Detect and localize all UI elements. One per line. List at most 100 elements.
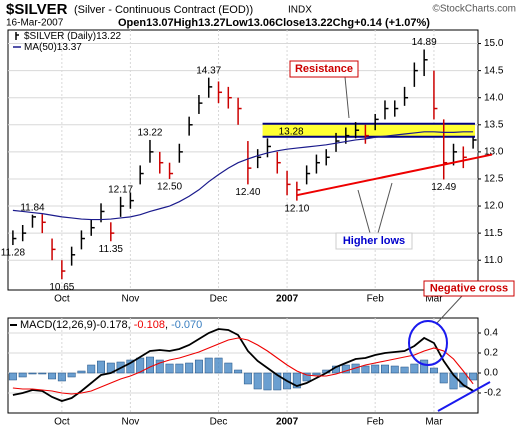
quote-label: Close xyxy=(275,17,305,29)
histogram-bar xyxy=(361,365,370,374)
quote-label: Chg xyxy=(333,17,354,29)
y-tick-label: 14.5 xyxy=(484,65,504,76)
histogram-bar xyxy=(243,372,252,385)
histogram-bar xyxy=(469,372,478,381)
macd-legend: MACD(12,26,9)-0.178, -0.108, -0.070 xyxy=(20,319,202,331)
pointer xyxy=(344,76,350,119)
low-label: 12.50 xyxy=(157,182,182,193)
y-tick-label: 12.0 xyxy=(484,201,504,212)
label-box xyxy=(423,280,515,297)
x-tick-label: Nov xyxy=(121,417,139,428)
x-tick-label: 2007 xyxy=(276,417,299,428)
quote-value: 13.22 xyxy=(305,17,333,29)
y-tick-label: 12.5 xyxy=(484,174,504,185)
quote: Open13.07High13.27Low13.06Close13.22Chg+… xyxy=(118,17,430,29)
x-tick-label: Mar xyxy=(425,417,443,428)
histogram-bar xyxy=(175,363,184,374)
band-label: 13.28 xyxy=(279,126,304,137)
quote-value: 13.07 xyxy=(146,17,174,29)
high-label: 14.89 xyxy=(412,37,437,48)
histogram-bar xyxy=(341,364,350,374)
y-tick-label: -0.2 xyxy=(484,388,502,399)
source: ©StockCharts.com xyxy=(432,4,516,15)
annotation: Higher lows xyxy=(343,235,405,247)
histogram-bar xyxy=(87,364,96,374)
x-tick-label: Nov xyxy=(121,294,139,305)
legend-value: -0.178 xyxy=(96,319,127,331)
low-label: 12.49 xyxy=(431,182,456,193)
macd-plot xyxy=(7,317,479,414)
histogram-bar xyxy=(400,366,409,374)
ma-line xyxy=(12,131,474,221)
y-tick-label: 11.0 xyxy=(484,255,503,266)
x-tick-label: 2007 xyxy=(276,294,299,305)
quote-value: +0.14 (+1.07%) xyxy=(354,17,430,29)
x-tick-label: Feb xyxy=(367,294,385,305)
x-tick-label: Oct xyxy=(54,417,70,428)
histogram-bar xyxy=(155,359,164,374)
legend-value: -0.070 xyxy=(171,319,202,331)
y-tick-label: 0.0 xyxy=(484,368,498,379)
histogram-bar xyxy=(204,357,213,374)
histogram-bar xyxy=(28,372,37,375)
y-tick-label: 13.5 xyxy=(484,119,504,130)
quote-value: 13.06 xyxy=(248,17,276,29)
histogram-bar xyxy=(292,372,301,389)
histogram-bar xyxy=(420,359,429,374)
histogram-bar xyxy=(371,364,380,374)
legend-separator: , xyxy=(165,319,171,331)
histogram-bar xyxy=(312,372,321,376)
pointer xyxy=(377,182,393,234)
label-box xyxy=(335,232,413,250)
legend-name: MA(50) xyxy=(24,42,57,53)
low-label: 12.40 xyxy=(235,187,260,198)
low-label: 11.28 xyxy=(1,248,26,259)
highlight xyxy=(437,381,491,412)
legend-separator: , xyxy=(128,319,134,331)
date: 16-Mar-2007 xyxy=(6,18,64,29)
symbol: $SILVER xyxy=(6,1,68,18)
pointer xyxy=(357,189,371,234)
x-tick-label: Dec xyxy=(210,294,228,305)
plot-layer: 11.0 11.5 12.0 12.5 13.0 13.5 14.0 14.5 15.0 Oct N… xyxy=(1,30,504,428)
histogram-bar xyxy=(234,369,243,374)
histogram-bar xyxy=(263,372,272,391)
histogram-bar xyxy=(165,363,174,374)
y-tick-label: 15.0 xyxy=(484,38,504,49)
annotation: Resistance xyxy=(295,63,353,75)
histogram-bar xyxy=(126,359,135,374)
histogram-bar xyxy=(253,372,262,390)
histogram-bar xyxy=(38,372,47,375)
quote-label: Open xyxy=(118,17,146,29)
histogram-bar xyxy=(67,372,76,378)
histogram-bar xyxy=(410,363,419,374)
histogram-bar xyxy=(146,356,154,374)
histogram-bar xyxy=(185,362,194,374)
x-tick-label: Feb xyxy=(367,417,385,428)
description: (Silver - Continuous Contract (EOD)) xyxy=(74,4,253,16)
histogram-bar xyxy=(302,372,311,382)
y-tick-label: 13.0 xyxy=(484,147,504,158)
annotation: Negative cross xyxy=(430,282,508,294)
histogram-bar xyxy=(97,360,105,374)
histogram-bar xyxy=(273,372,282,391)
quote-value: 13.27 xyxy=(198,17,226,29)
legend-value: 13.22 xyxy=(96,31,121,42)
legend-name: $SILVER (Daily) xyxy=(24,31,96,42)
y-tick-label: 14.0 xyxy=(484,92,504,103)
y-tick-label: 11.5 xyxy=(484,228,503,239)
pointer xyxy=(435,295,463,325)
histogram-bar xyxy=(57,372,66,382)
histogram-bar xyxy=(224,362,233,374)
high-label: 12.17 xyxy=(108,184,133,195)
histogram-bar xyxy=(390,365,399,374)
trend-line xyxy=(296,153,493,197)
histogram-bar xyxy=(77,370,86,374)
histogram-bar xyxy=(449,372,458,390)
x-tick-label: Mar xyxy=(425,294,443,305)
high-label: 13.22 xyxy=(137,128,162,139)
y-tick-label: 0.2 xyxy=(484,348,498,359)
legend-value: -0.108 xyxy=(134,319,165,331)
